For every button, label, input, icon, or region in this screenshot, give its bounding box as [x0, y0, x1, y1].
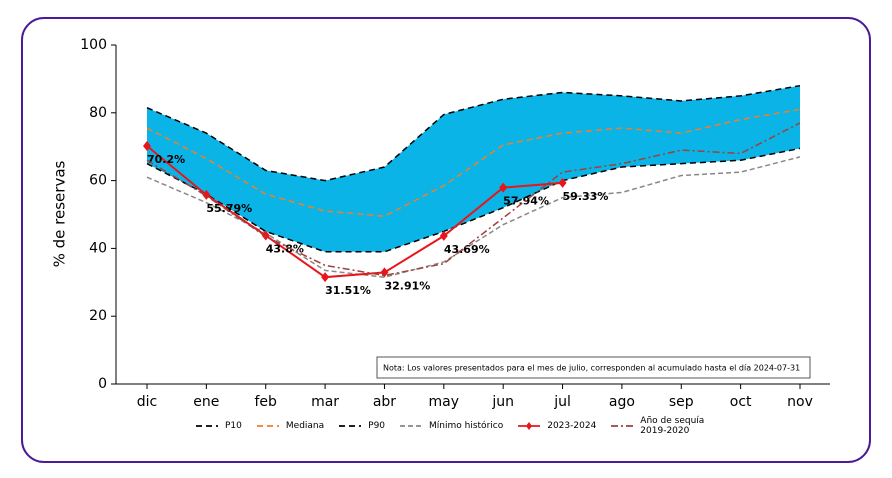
data-label: 59.33%	[563, 190, 609, 203]
band-fill	[147, 85, 800, 252]
legend-label: P90	[368, 421, 386, 431]
y-tick-label: 40	[89, 240, 107, 256]
legend-swatch	[518, 422, 541, 430]
y-tick-label: 0	[98, 376, 107, 392]
point-marker	[261, 230, 270, 241]
legend-swatch	[611, 425, 634, 427]
data-label: 32.91%	[384, 279, 430, 292]
y-axis-label: % de reservas	[51, 160, 69, 267]
legend-item: 2023-2024	[517, 421, 596, 431]
series-line	[146, 84, 801, 182]
x-tick-label: nov	[787, 394, 813, 410]
y-tick-label: 60	[89, 173, 107, 189]
x-tick-label: abr	[373, 394, 396, 410]
legend-item: P10	[195, 421, 242, 431]
y-tick-label: 80	[89, 105, 107, 121]
data-label: 43.69%	[444, 243, 490, 256]
x-tick-label: ago	[609, 394, 635, 410]
series-line	[146, 145, 563, 279]
point-marker	[499, 182, 508, 193]
data-label: 31.51%	[325, 284, 371, 297]
x-tick-label: dic	[137, 394, 157, 410]
series-line	[146, 108, 801, 217]
x-tick-label: mar	[311, 394, 339, 410]
x-tick-label: sep	[669, 394, 694, 410]
y-tick-label: 100	[80, 37, 107, 53]
legend-swatch	[256, 425, 279, 427]
legend-label: Mediana	[285, 421, 325, 431]
x-tick-label: may	[429, 394, 460, 410]
note-box	[376, 356, 811, 379]
legend: P10 Mediana P90 Mínimo histórico 2023-2024 Añ…	[195, 416, 720, 436]
x-tick-label: feb	[255, 394, 278, 410]
y-tick-label: 20	[89, 308, 107, 324]
point-marker	[143, 141, 151, 152]
data-label: 70.2%	[147, 153, 185, 166]
legend-label: Mínimo histórico	[429, 421, 504, 431]
legend-label: 2023-2024	[547, 421, 597, 431]
series-line	[146, 147, 801, 253]
legend-item: Mediana	[256, 421, 324, 431]
x-tick-label: ene	[193, 394, 219, 410]
legend-swatch	[400, 425, 423, 427]
legend-item: Año de sequía 2019-2020	[610, 416, 720, 436]
legend-label: P10	[225, 421, 242, 431]
point-marker	[558, 177, 567, 188]
data-label: 55.79%	[206, 202, 252, 215]
legend-marker	[526, 422, 533, 430]
series-line	[146, 122, 801, 277]
x-tick-label: jun	[491, 394, 514, 410]
data-label: 43.8%	[266, 243, 304, 256]
legend-swatch	[196, 425, 218, 427]
point-marker	[439, 230, 448, 241]
legend-swatch	[339, 425, 362, 427]
point-marker	[321, 272, 330, 283]
legend-item: P90	[338, 421, 385, 431]
x-tick-label: oct	[730, 394, 752, 410]
legend-label: Año de sequía 2019-2020	[640, 416, 705, 436]
legend-item: Mínimo histórico	[399, 421, 503, 431]
x-tick-label: jul	[553, 394, 571, 410]
note: Nota: Los valores presentados para el me…	[383, 364, 800, 373]
